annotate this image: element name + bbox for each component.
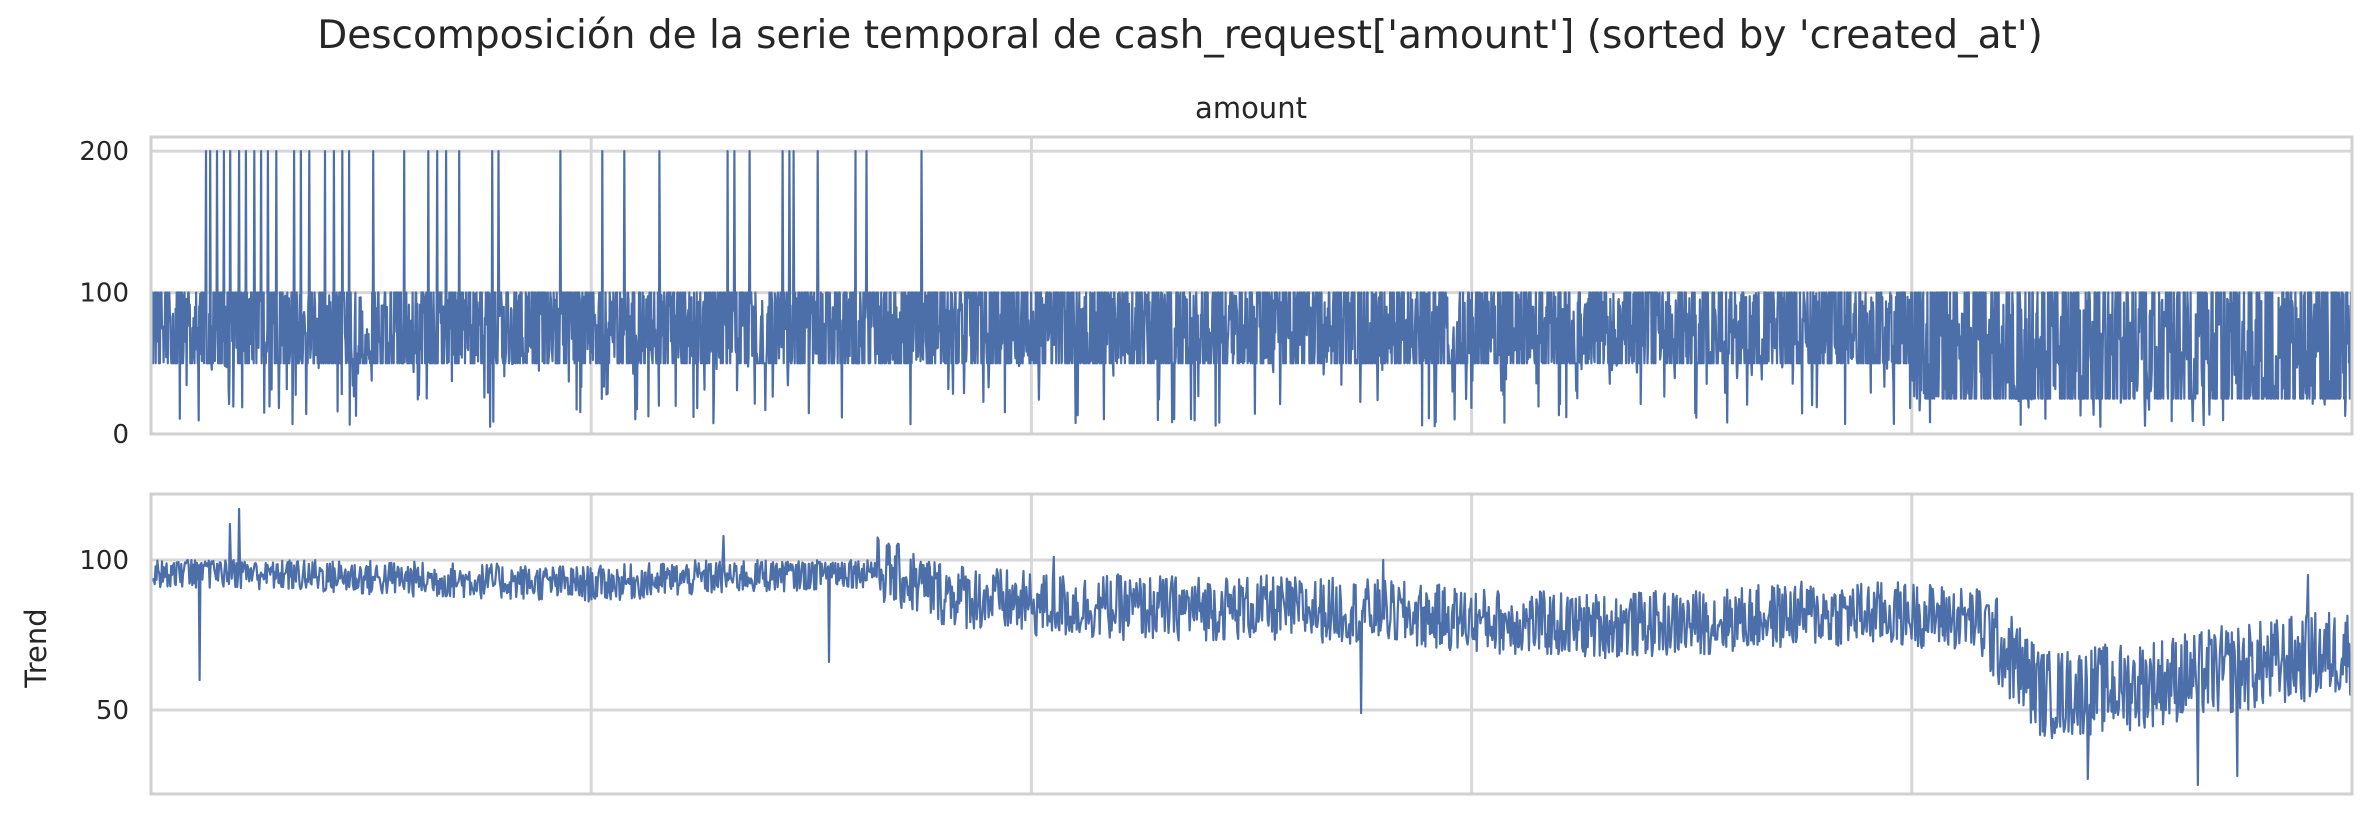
amount-y-ticks: 0 100 200: [79, 137, 129, 450]
trend-line: [149, 507, 2354, 787]
amount-line: [149, 150, 2354, 428]
y-tick-label: 100: [79, 546, 129, 576]
y-tick-label: 0: [112, 420, 129, 450]
trend-y-ticks: 50 100: [79, 546, 129, 726]
amount-panel-title: amount: [1195, 91, 1307, 125]
figure-title: Descomposición de la serie temporal de c…: [317, 13, 2043, 58]
amount-panel: amount 0 100 200: [79, 91, 2354, 450]
amount-plot-frame: [149, 135, 2354, 436]
y-tick-label: 200: [79, 137, 129, 167]
amount-series: [149, 150, 2354, 428]
trend-y-axis-label: Trend: [19, 608, 53, 688]
y-tick-label: 100: [79, 279, 129, 309]
trend-panel: 50 100 Trend: [19, 492, 2354, 796]
trend-grid: [151, 494, 2352, 794]
trend-plot-frame: [149, 492, 2354, 796]
y-tick-label: 50: [96, 696, 129, 726]
trend-series: [149, 507, 2354, 787]
